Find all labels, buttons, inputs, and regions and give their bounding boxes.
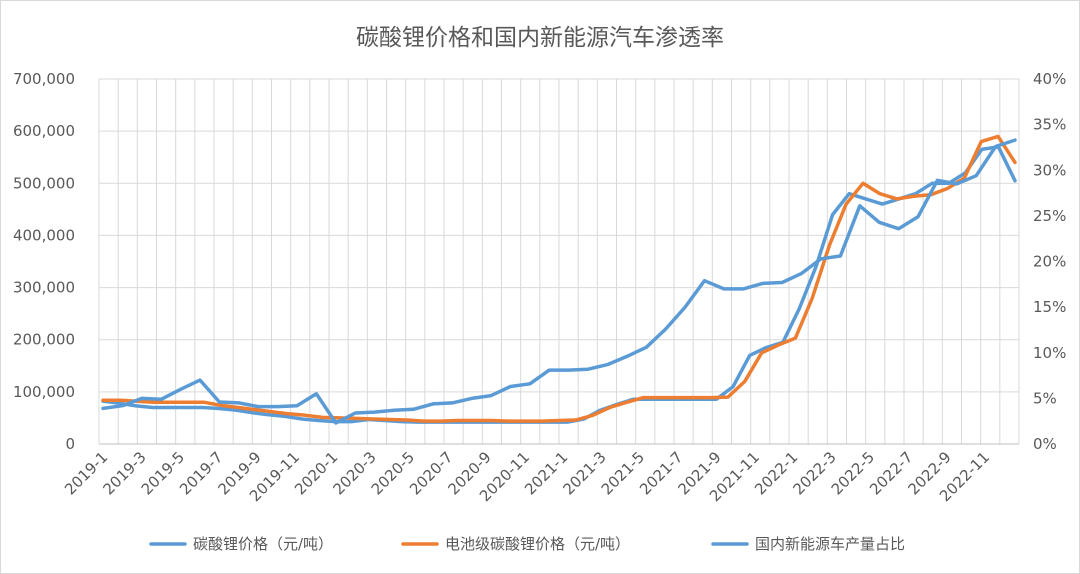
legend-item-nev-penetration: 国内新能源车产量占比 [755, 535, 905, 553]
series-lines [101, 134, 1017, 425]
legend-item-battery-grade-price: 电池级碳酸锂价格（元/吨） [445, 535, 630, 553]
y-right-tick-label: 30% [1033, 161, 1066, 179]
y-left-tick-label: 400,000 [13, 226, 75, 244]
y-left-tick-label: 0 [65, 435, 75, 453]
y-left-tick-label: 300,000 [13, 279, 75, 297]
y-right-tick-label: 35% [1033, 116, 1066, 134]
y-right-tick-label: 5% [1033, 389, 1057, 407]
legend-item-lithium-carbonate-price: 碳酸锂价格（元/吨） [193, 535, 333, 553]
y-left-tick-label: 500,000 [13, 174, 75, 192]
series-nev-penetration [101, 138, 1017, 425]
gridlines [98, 78, 1020, 445]
y-right-tick-label: 0% [1033, 435, 1057, 453]
y-right-tick-label: 25% [1033, 207, 1066, 225]
y-left-tick-label: 200,000 [13, 331, 75, 349]
y-right-tick-label: 10% [1033, 344, 1066, 362]
y-right-tick-label: 40% [1033, 70, 1066, 88]
chart-title: 碳酸锂价格和国内新能源汽车渗透率 [356, 25, 724, 51]
series-battery-grade-price [101, 134, 1017, 423]
y-left-tick-label: 600,000 [13, 122, 75, 140]
y-right-tick-label: 20% [1033, 253, 1066, 271]
y-left-tick-label: 100,000 [13, 383, 75, 401]
y-right-tick-label: 15% [1033, 298, 1066, 316]
legend: 碳酸锂价格（元/吨） 电池级碳酸锂价格（元/吨） 国内新能源车产量占比 [149, 535, 905, 553]
y-left-tick-label: 700,000 [13, 70, 75, 88]
